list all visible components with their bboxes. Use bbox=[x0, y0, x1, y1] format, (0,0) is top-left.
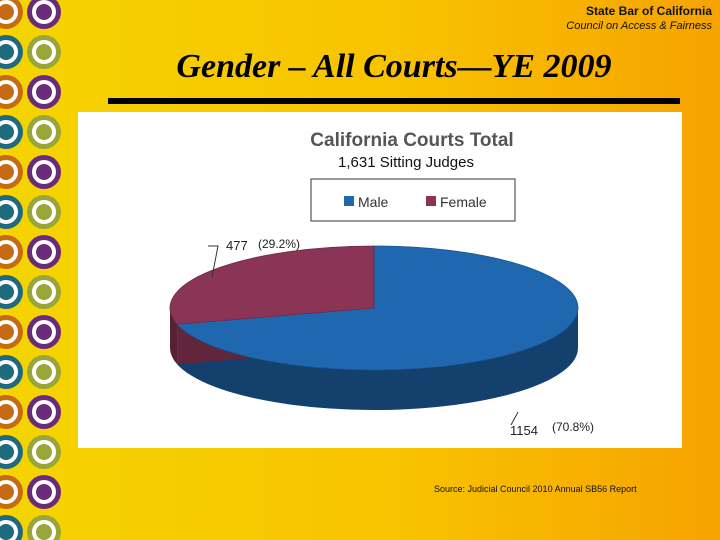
ring-icon bbox=[27, 235, 61, 269]
ring-inner-icon bbox=[0, 520, 18, 540]
ring-inner-icon bbox=[32, 240, 56, 264]
data-label-female-percent: (29.2%) bbox=[258, 237, 300, 251]
ring-icon bbox=[27, 0, 61, 29]
ring-icon bbox=[27, 435, 61, 469]
ring-icon bbox=[27, 315, 61, 349]
ring-inner-icon bbox=[32, 320, 56, 344]
chart-legend: Male Female bbox=[310, 178, 516, 222]
ring-inner-icon bbox=[0, 400, 18, 424]
ring-icon bbox=[0, 75, 23, 109]
data-label-male-value: 1154 bbox=[510, 423, 538, 438]
source-note: Source: Judicial Council 2010 Annual SB5… bbox=[434, 484, 637, 494]
ring-inner-icon bbox=[32, 80, 56, 104]
ring-icon bbox=[0, 315, 23, 349]
pie-slice-female bbox=[169, 245, 375, 325]
chart-subtitle: 1,631 Sitting Judges bbox=[338, 154, 474, 171]
ring-icon bbox=[0, 395, 23, 429]
ring-icon bbox=[27, 115, 61, 149]
ring-inner-icon bbox=[32, 480, 56, 504]
chart-title: California Courts Total bbox=[310, 130, 513, 151]
data-label-female-value: 477 bbox=[226, 238, 248, 253]
organization-name: State Bar of California bbox=[585, 4, 712, 18]
ring-icon bbox=[27, 275, 61, 309]
ring-icon bbox=[27, 475, 61, 509]
pie-slices bbox=[169, 245, 579, 411]
ring-inner-icon bbox=[32, 400, 56, 424]
ring-inner-icon bbox=[32, 280, 56, 304]
ring-inner-icon bbox=[0, 360, 18, 384]
ring-icon bbox=[27, 195, 61, 229]
ring-inner-icon bbox=[0, 80, 18, 104]
ring-inner-icon bbox=[32, 120, 56, 144]
data-label-male-percent: (70.8%) bbox=[552, 420, 594, 434]
ring-icon bbox=[0, 155, 23, 189]
ring-icon bbox=[27, 395, 61, 429]
ring-inner-icon bbox=[32, 200, 56, 224]
ring-inner-icon bbox=[32, 160, 56, 184]
ring-icon bbox=[0, 35, 23, 69]
pie-slice-male bbox=[176, 245, 579, 371]
ring-icon bbox=[0, 475, 23, 509]
header-organization: State Bar of California Council on Acces… bbox=[566, 4, 712, 34]
ring-inner-icon bbox=[32, 440, 56, 464]
ring-inner-icon bbox=[0, 0, 18, 24]
ring-inner-icon bbox=[32, 520, 56, 540]
ring-inner-icon bbox=[32, 360, 56, 384]
pie-side-female bbox=[170, 308, 178, 365]
pie-side-male bbox=[177, 308, 578, 411]
legend-swatch-female bbox=[426, 196, 436, 206]
ring-icon bbox=[27, 355, 61, 389]
ring-inner-icon bbox=[0, 440, 18, 464]
ring-icon bbox=[27, 515, 61, 540]
ring-inner-icon bbox=[0, 120, 18, 144]
ring-icon bbox=[27, 75, 61, 109]
ring-icon bbox=[0, 195, 23, 229]
ring-icon bbox=[0, 435, 23, 469]
legend-swatch-male bbox=[344, 196, 354, 206]
ring-icon bbox=[27, 155, 61, 189]
legend-label-male: Male bbox=[358, 194, 389, 210]
ring-icon bbox=[0, 115, 23, 149]
ring-icon bbox=[0, 515, 23, 540]
ring-inner-icon bbox=[0, 40, 18, 64]
ring-inner-icon bbox=[0, 240, 18, 264]
ring-inner-icon bbox=[32, 0, 56, 24]
slide-title: Gender – All Courts—YE 2009 bbox=[176, 48, 612, 85]
ring-icon bbox=[0, 355, 23, 389]
title-underline bbox=[108, 98, 680, 104]
leader-line-male bbox=[510, 411, 519, 426]
ring-icon bbox=[27, 35, 61, 69]
ring-inner-icon bbox=[32, 40, 56, 64]
ring-inner-icon bbox=[0, 280, 18, 304]
leader-line-female bbox=[208, 245, 219, 278]
ring-inner-icon bbox=[0, 160, 18, 184]
pie-chart: California Courts Total 1,631 Sitting Ju… bbox=[169, 130, 594, 438]
decorative-ring-pattern bbox=[0, 0, 61, 540]
ring-icon bbox=[0, 275, 23, 309]
chart-panel: California Courts Total 1,631 Sitting Ju… bbox=[78, 112, 682, 448]
ring-icon bbox=[0, 235, 23, 269]
legend-label-female: Female bbox=[440, 194, 487, 210]
organization-subtitle: Council on Access & Fairness bbox=[566, 20, 712, 32]
ring-inner-icon bbox=[0, 320, 18, 344]
ring-inner-icon bbox=[0, 480, 18, 504]
ring-inner-icon bbox=[0, 200, 18, 224]
